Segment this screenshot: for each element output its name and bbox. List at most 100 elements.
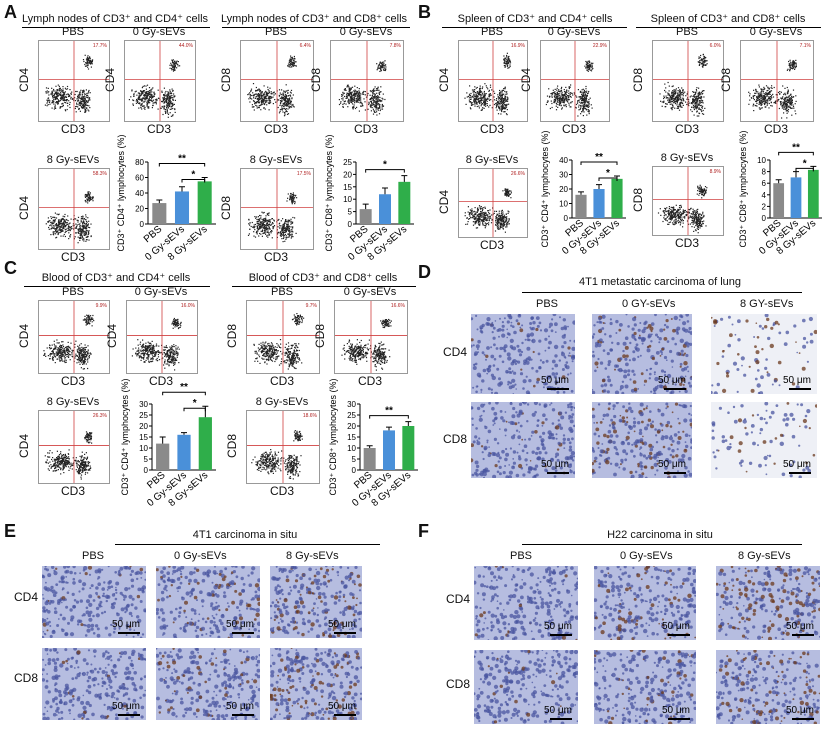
flow-event-dot (501, 96, 503, 98)
flow-event-dot (294, 61, 296, 63)
flow-event-dot (283, 97, 285, 99)
flow-event-dot (86, 199, 88, 201)
flow-event-dot (380, 62, 382, 64)
flow-event-dot (51, 225, 53, 227)
flow-event-dot (263, 102, 265, 104)
flow-event-dot (281, 229, 283, 231)
flow-event-dot (74, 227, 76, 229)
flow-event-dot (258, 224, 260, 226)
y-axis-label: CD4 (519, 67, 533, 92)
flow-event-dot (679, 89, 681, 91)
flow-event-dot (478, 107, 480, 109)
flow-event-dot (701, 65, 703, 67)
flow-event-dot (281, 227, 283, 229)
flow-event-dot (475, 97, 477, 99)
flow-event-dot (758, 92, 760, 94)
flow-event-dot (285, 99, 287, 101)
flow-event-dot (75, 232, 77, 234)
flow-event-dot (676, 102, 678, 104)
flow-event-dot (586, 95, 588, 97)
flow-event-dot (351, 100, 353, 102)
flow-event-dot (293, 194, 295, 196)
flow-event-dot (474, 213, 476, 216)
flow-event-dot (253, 235, 255, 237)
flow-event-dot (58, 88, 60, 90)
flow-event-dot (80, 227, 82, 230)
flow-event-dot (256, 102, 258, 104)
flow-event-dot (758, 94, 760, 96)
flow-event-dot (676, 100, 678, 102)
flow-event-dot (692, 98, 694, 100)
flow-event-dot (375, 88, 378, 90)
flow-event-dot (81, 103, 83, 105)
flow-event-dot (792, 89, 795, 91)
flow-event-dot (265, 220, 267, 222)
flow-event-dot (81, 236, 83, 238)
flow-event-dot (287, 197, 289, 199)
flow-event-dot (677, 107, 679, 109)
flow-event-dot (510, 197, 512, 199)
flow-event-dot (377, 108, 379, 110)
flow-event-dot (585, 100, 587, 102)
flow-event-dot (759, 100, 761, 103)
flow-event-dot (698, 115, 700, 117)
flow-event-dot (346, 84, 349, 86)
flow-event-dot (256, 233, 258, 235)
flow-event-dot (265, 219, 267, 221)
flow-event-dot (58, 92, 60, 94)
flow-event-dot (563, 102, 565, 104)
flow-event-dot (505, 98, 507, 100)
flow-event-dot (87, 60, 89, 62)
flow-event-dot (262, 229, 264, 231)
flow-event-dot (586, 90, 588, 92)
flow-event-dot (488, 217, 490, 219)
flow-event-dot (500, 210, 502, 212)
flow-event-dot (260, 98, 262, 100)
flow-event-dot (505, 191, 507, 194)
flow-event-dot (792, 65, 794, 67)
flow-event-dot (481, 97, 483, 99)
flow-event-dot (291, 233, 293, 235)
flow-event-dot (374, 93, 376, 95)
flow-event-dot (676, 97, 678, 99)
flow-event-dot (163, 94, 165, 96)
flow-event-dot (81, 233, 83, 235)
flow-event-dot (778, 98, 780, 101)
quadrant-value: 22.9% (592, 43, 607, 49)
flow-event-dot (758, 102, 760, 104)
flow-event-dot (489, 213, 491, 215)
flow-event-dot (669, 96, 671, 98)
flow-scatter: 44.0% (124, 40, 196, 122)
flow-event-dot (784, 98, 786, 100)
flow-event-dot (370, 100, 372, 102)
flow-event-dot (795, 66, 797, 68)
flow-event-dot (352, 100, 354, 102)
flow-event-dot (59, 106, 61, 108)
flow-event-dot (485, 214, 487, 216)
flow-event-dot (491, 107, 493, 109)
flow-event-dot (749, 99, 751, 101)
flow-event-dot (345, 89, 347, 91)
flow-event-dot (165, 90, 167, 93)
flow-event-dot (273, 94, 275, 96)
flow-event-dot (285, 97, 287, 99)
flow-event-dot (141, 98, 143, 100)
flow-event-dot (87, 226, 89, 228)
flow-event-dot (760, 100, 763, 102)
flow-event-dot (678, 94, 681, 96)
flow-event-dot (698, 91, 700, 93)
flow-event-dot (144, 94, 146, 96)
flow-event-dot (286, 90, 288, 92)
flow-event-dot (277, 99, 279, 101)
flow-event-dot (376, 114, 378, 116)
flow-event-dot (61, 91, 63, 93)
flow-event-dot (703, 55, 705, 57)
flow-event-dot (764, 97, 766, 99)
flow-event-dot (584, 97, 586, 99)
flow-event-dot (788, 99, 790, 101)
flow-event-dot (290, 103, 292, 105)
flow-event-dot (61, 222, 63, 224)
flow-event-dot (82, 239, 84, 241)
flow-event-dot (279, 231, 281, 233)
flow-event-dot (259, 222, 261, 224)
